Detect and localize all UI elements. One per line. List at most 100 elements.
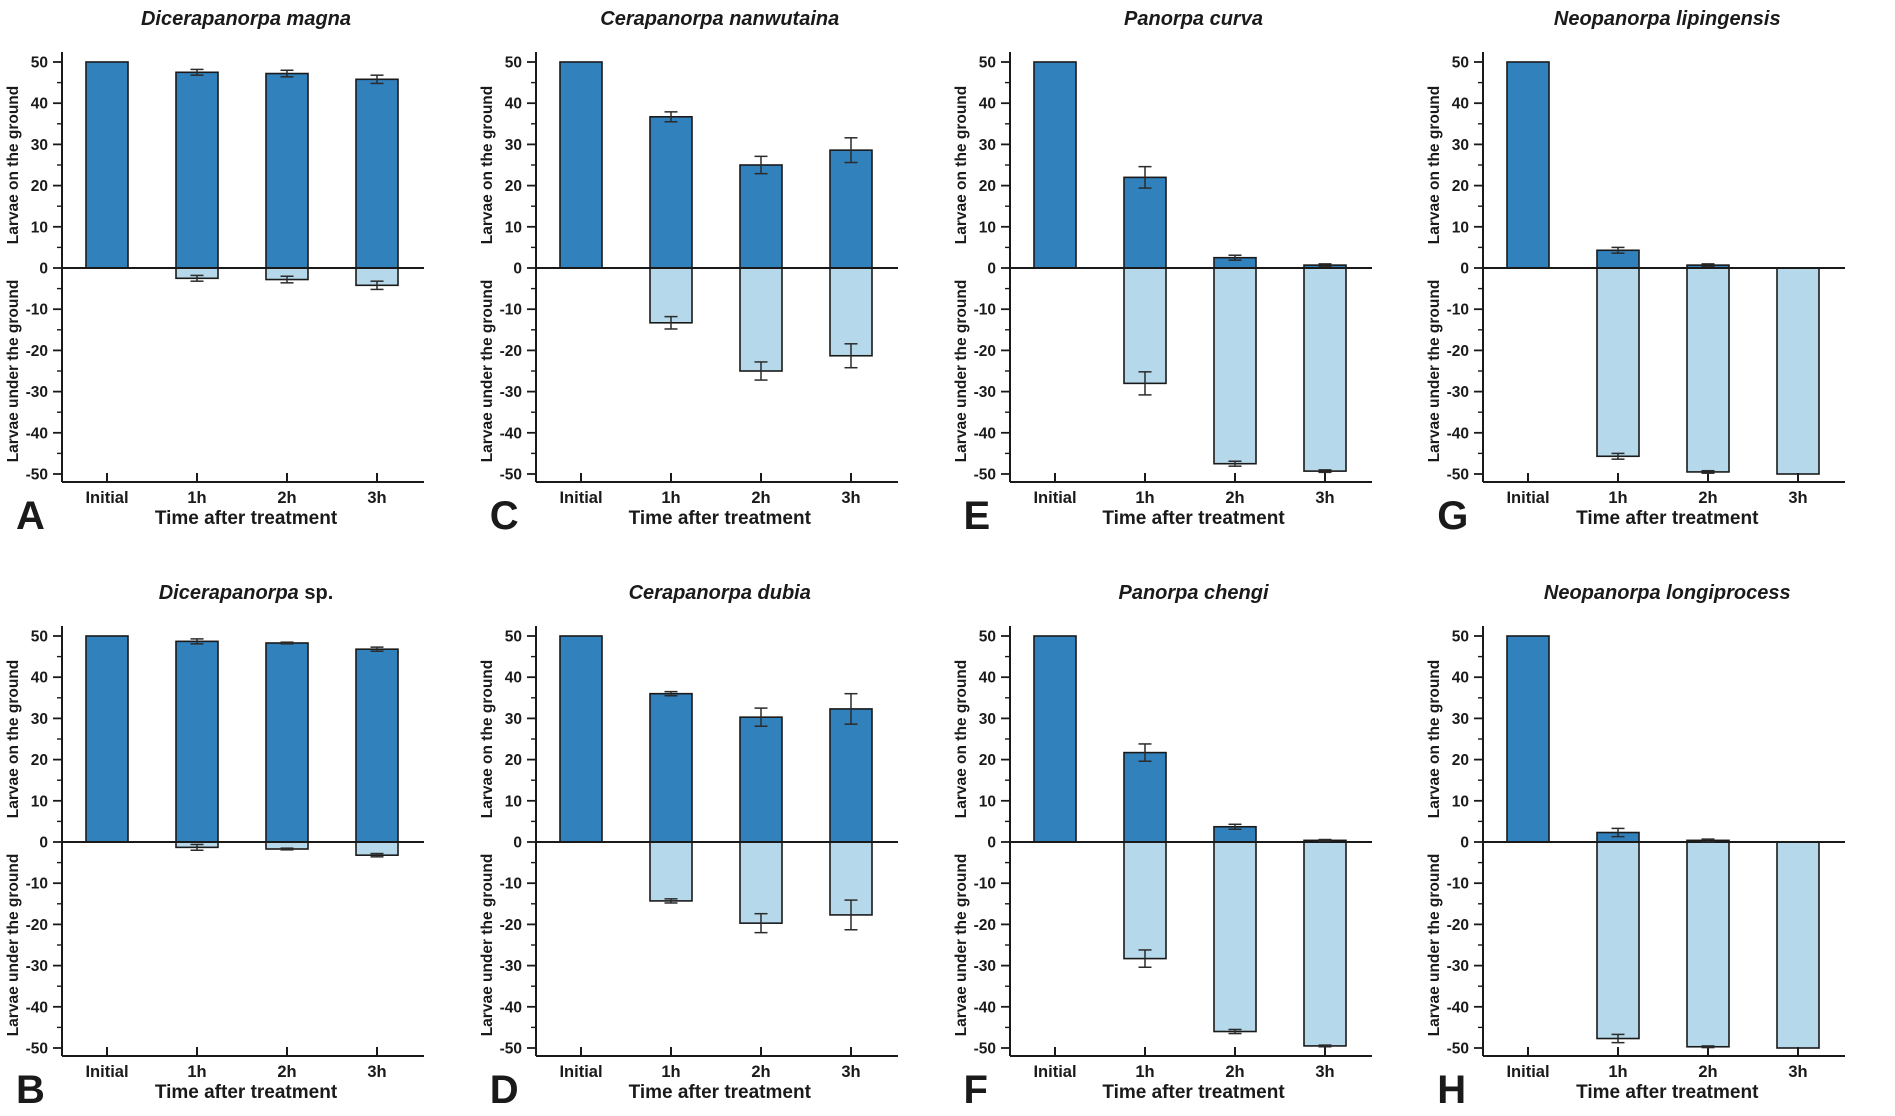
y-tick-label: 20: [505, 752, 522, 769]
panel-h-plot: 50 40 30 20 10 0 -10 -20 -30 -40 -50 Initial 1h 2h 3h L…: [1426, 626, 1846, 1081]
panel-d-title: Cerapanorpa dubia: [536, 582, 904, 605]
y-axis-label-top: Larvae on the ground: [1426, 660, 1443, 818]
panel-b: 50 40 30 20 10 0 -10 -20 -30 -40 -50 Initial 1h 2h 3h L…: [0, 558, 474, 1116]
bar-on-Initial: [85, 635, 129, 843]
bar-under-1h: [648, 841, 693, 902]
y-tick-label: -30: [499, 384, 521, 401]
y-tick-label: -40: [1447, 425, 1469, 442]
y-tick-label: -50: [1447, 467, 1469, 484]
x-tick-label: Initial: [1033, 489, 1076, 507]
y-tick-label: 30: [978, 711, 995, 728]
panel-f-title: Panorpa chengi: [1010, 582, 1378, 605]
y-tick-label: -20: [26, 917, 48, 934]
y-tick-label: 0: [513, 835, 522, 852]
y-tick-label: 20: [1452, 752, 1469, 769]
y-tick-label: 10: [31, 219, 48, 236]
panel-f-plot: 50 40 30 20 10 0 -10 -20 -30 -40 -50 Initial 1h 2h 3h L…: [953, 626, 1372, 1081]
y-tick-label: -30: [973, 384, 995, 401]
x-tick-label: 2h: [751, 1063, 770, 1081]
y-axis-label-top: Larvae on the ground: [953, 660, 970, 818]
x-tick-label: 1h: [1609, 1063, 1628, 1081]
x-axis-label: Time after treatment: [154, 508, 338, 529]
x-tick-label: Initial: [559, 489, 602, 507]
x-tick-label: 1h: [661, 489, 680, 507]
x-tick-label: 3h: [841, 1063, 860, 1081]
y-tick-label: 50: [31, 629, 48, 646]
x-tick-label: 1h: [1609, 489, 1628, 507]
y-tick-label: 0: [1461, 835, 1470, 852]
y-tick-label: 20: [31, 752, 48, 769]
panel-f: 50 40 30 20 10 0 -10 -20 -30 -40 -50 Initial 1h 2h 3h L…: [948, 558, 1422, 1116]
y-tick-label: 40: [1452, 670, 1469, 687]
panel-letter: H: [1437, 1068, 1467, 1112]
panel-letter: F: [963, 1068, 988, 1112]
y-axis-label-bottom: Larvae under the ground: [479, 854, 496, 1037]
bar-under-1h: [1122, 841, 1167, 960]
panel-e-title: Panorpa curva: [1010, 8, 1378, 31]
bar-under-3h: [1302, 267, 1347, 472]
y-tick-label: 0: [39, 835, 48, 852]
y-tick-label: -10: [26, 876, 48, 893]
bar-on-2h: [738, 164, 783, 269]
title-italic: Dicerapanorpa magna: [140, 8, 352, 30]
bar-on-Initial: [558, 635, 603, 843]
x-axis-label: Time after treatment: [1576, 1082, 1759, 1103]
y-tick-label: 50: [978, 629, 995, 646]
bar-on-2h: [265, 642, 309, 843]
x-tick-label: 1h: [1135, 489, 1154, 507]
bar-under-2h: [1686, 841, 1731, 1048]
panel-letter: D: [489, 1068, 519, 1112]
y-axis-label-bottom: Larvae under the ground: [1426, 280, 1443, 463]
y-tick-label: 50: [1452, 55, 1469, 72]
y-tick-label: -30: [1447, 384, 1469, 401]
y-tick-label: 30: [505, 137, 522, 154]
title-italic: Panorpa curva: [1124, 8, 1263, 30]
y-tick-label: -10: [26, 302, 48, 319]
y-tick-label: 10: [1452, 793, 1469, 810]
bar-under-1h: [1596, 841, 1641, 1040]
bar-under-2h: [1212, 267, 1257, 465]
y-tick-label: -30: [26, 958, 48, 975]
y-axis-label-bottom: Larvae under the ground: [1426, 854, 1443, 1037]
panel-e-plot: 50 40 30 20 10 0 -10 -20 -30 -40 -50 Initial 1h 2h 3h L…: [953, 52, 1372, 507]
bar-on-Initial: [85, 61, 129, 269]
bar-under-3h: [1776, 267, 1821, 475]
panel-letter: C: [489, 494, 519, 538]
y-tick-label: 40: [1452, 96, 1469, 113]
y-tick-label: 40: [505, 96, 522, 113]
y-tick-label: -50: [973, 467, 995, 484]
x-tick-label: 2h: [1699, 489, 1718, 507]
bar-on-3h: [355, 648, 399, 843]
y-tick-label: -40: [26, 425, 48, 442]
bar-on-1h: [648, 115, 693, 269]
bar-under-3h: [828, 267, 873, 357]
y-tick-label: 40: [31, 670, 48, 687]
x-tick-label: 2h: [751, 489, 770, 507]
bar-on-1h: [1122, 176, 1167, 269]
y-tick-label: -10: [499, 302, 521, 319]
bar-under-1h: [648, 267, 693, 324]
y-tick-label: -40: [499, 999, 521, 1016]
bar-under-2h: [1686, 267, 1731, 473]
y-axis-label-bottom: Larvae under the ground: [953, 854, 970, 1037]
x-tick-label: 1h: [187, 1063, 206, 1081]
panel-c-title: Cerapanorpa nanwutaina: [536, 8, 904, 31]
y-tick-label: -20: [973, 917, 995, 934]
y-tick-label: -50: [26, 1041, 48, 1058]
bar-under-2h: [738, 841, 783, 924]
panel-g: 50 40 30 20 10 0 -10 -20 -30 -40 -50 Initial 1h 2h 3h L…: [1421, 0, 1895, 558]
y-tick-label: 20: [505, 178, 522, 195]
y-tick-label: -40: [26, 999, 48, 1016]
x-tick-label: 1h: [1135, 1063, 1154, 1081]
bar-on-3h: [828, 149, 873, 269]
bar-on-3h: [828, 708, 873, 843]
bar-on-2h: [265, 72, 309, 269]
y-tick-label: 30: [505, 711, 522, 728]
x-axis-label: Time after treatment: [628, 508, 811, 529]
y-tick-label: 50: [505, 629, 522, 646]
x-tick-label: Initial: [85, 489, 128, 507]
y-tick-label: -30: [1447, 958, 1469, 975]
panel-b-plot: 50 40 30 20 10 0 -10 -20 -30 -40 -50 Initial 1h 2h 3h L…: [5, 626, 424, 1081]
bar-on-1h: [175, 640, 219, 843]
title-italic: Neopanorpa longiprocess: [1543, 582, 1791, 604]
